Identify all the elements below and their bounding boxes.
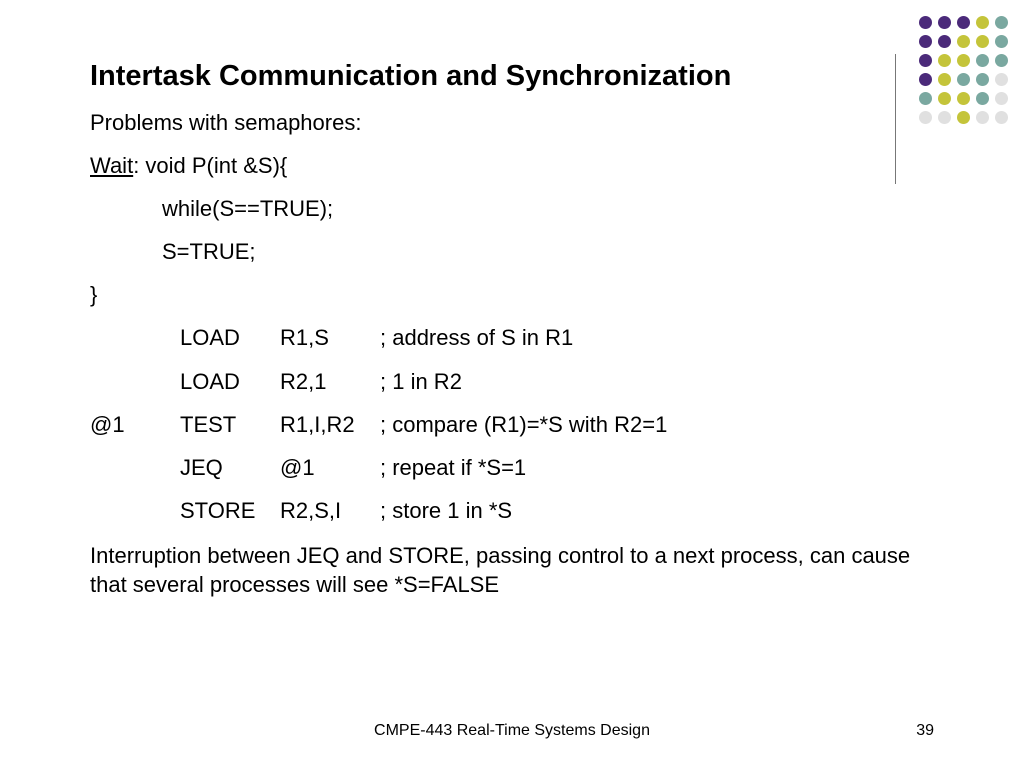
asm-label: @1 — [90, 413, 180, 436]
page-number: 39 — [916, 722, 934, 740]
asm-operand: R2,S,I — [280, 499, 380, 522]
wait-label: Wait — [90, 153, 133, 178]
conclusion-text: Interruption between JEQ and STORE, pass… — [90, 542, 934, 599]
wait-rest: : void P(int &S){ — [133, 153, 287, 178]
asm-row: LOADR2,1; 1 in R2 — [90, 370, 934, 393]
code-wait-line: Wait: void P(int &S){ — [90, 154, 934, 177]
asm-comment: ; 1 in R2 — [380, 370, 934, 393]
footer-text: CMPE-443 Real-Time Systems Design — [0, 722, 1024, 740]
asm-operand: R1,I,R2 — [280, 413, 380, 436]
slide-container: Intertask Communication and Synchronizat… — [0, 0, 1024, 768]
asm-comment: ; compare (R1)=*S with R2=1 — [380, 413, 934, 436]
asm-operand: R2,1 — [280, 370, 380, 393]
asm-opcode: LOAD — [180, 326, 280, 349]
asm-row: JEQ@1; repeat if *S=1 — [90, 456, 934, 479]
asm-label — [90, 456, 180, 479]
assembly-block: LOADR1,S; address of S in R1LOADR2,1; 1 … — [90, 326, 934, 521]
code-assign-line: S=TRUE; — [90, 240, 934, 263]
asm-opcode: STORE — [180, 499, 280, 522]
slide-title: Intertask Communication and Synchronizat… — [90, 60, 934, 93]
slide-body: Problems with semaphores: Wait: void P(i… — [90, 111, 934, 599]
asm-label — [90, 326, 180, 349]
asm-row: STORER2,S,I; store 1 in *S — [90, 499, 934, 522]
asm-comment: ; address of S in R1 — [380, 326, 934, 349]
asm-row: @1TESTR1,I,R2; compare (R1)=*S with R2=1 — [90, 413, 934, 436]
asm-label — [90, 370, 180, 393]
code-while-line: while(S==TRUE); — [90, 197, 934, 220]
asm-opcode: TEST — [180, 413, 280, 436]
asm-opcode: LOAD — [180, 370, 280, 393]
asm-opcode: JEQ — [180, 456, 280, 479]
asm-comment: ; store 1 in *S — [380, 499, 934, 522]
asm-operand: R1,S — [280, 326, 380, 349]
asm-label — [90, 499, 180, 522]
asm-row: LOADR1,S; address of S in R1 — [90, 326, 934, 349]
asm-operand: @1 — [280, 456, 380, 479]
intro-line: Problems with semaphores: — [90, 111, 934, 134]
code-close-brace: } — [90, 283, 934, 306]
asm-comment: ; repeat if *S=1 — [380, 456, 934, 479]
